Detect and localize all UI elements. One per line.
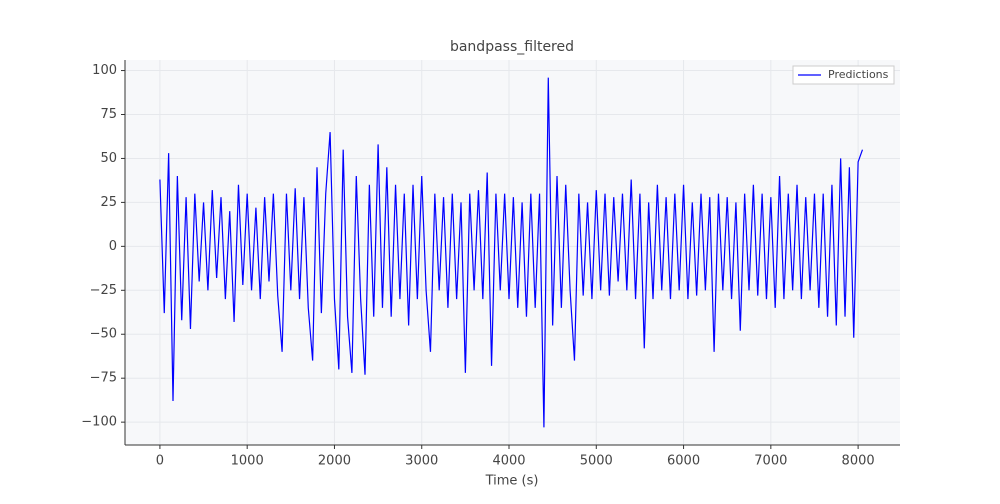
y-tick-label: 100 <box>92 63 117 78</box>
legend-label: Predictions <box>828 68 889 81</box>
y-tick-label: −100 <box>81 415 117 430</box>
y-tick-label: −25 <box>90 283 117 298</box>
x-axis-label: Time (s) <box>485 474 539 489</box>
y-tick-label: 75 <box>100 107 117 122</box>
data-line <box>159 77 864 428</box>
y-tick-label: 0 <box>109 239 117 254</box>
y-tick-label: 50 <box>100 151 117 166</box>
x-tick-label: 6000 <box>667 454 700 469</box>
lines <box>159 77 864 428</box>
y-tick-label: 25 <box>100 195 117 210</box>
x-tick-label: 3000 <box>405 454 438 469</box>
chart-title: bandpass_filtered <box>450 39 574 55</box>
x-tick-label: 7000 <box>754 454 787 469</box>
y-tick-label: −50 <box>90 327 117 342</box>
x-tick-label: 1000 <box>231 454 264 469</box>
x-tick-label: 4000 <box>492 454 525 469</box>
x-tick-label: 5000 <box>580 454 613 469</box>
legend: Predictions <box>792 65 895 85</box>
grid <box>125 60 900 445</box>
x-tick-label: 0 <box>156 454 164 469</box>
y-tick-label: −75 <box>90 371 117 386</box>
x-tick-label: 2000 <box>318 454 351 469</box>
legend-box <box>792 65 895 85</box>
x-tick-label: 8000 <box>842 454 875 469</box>
